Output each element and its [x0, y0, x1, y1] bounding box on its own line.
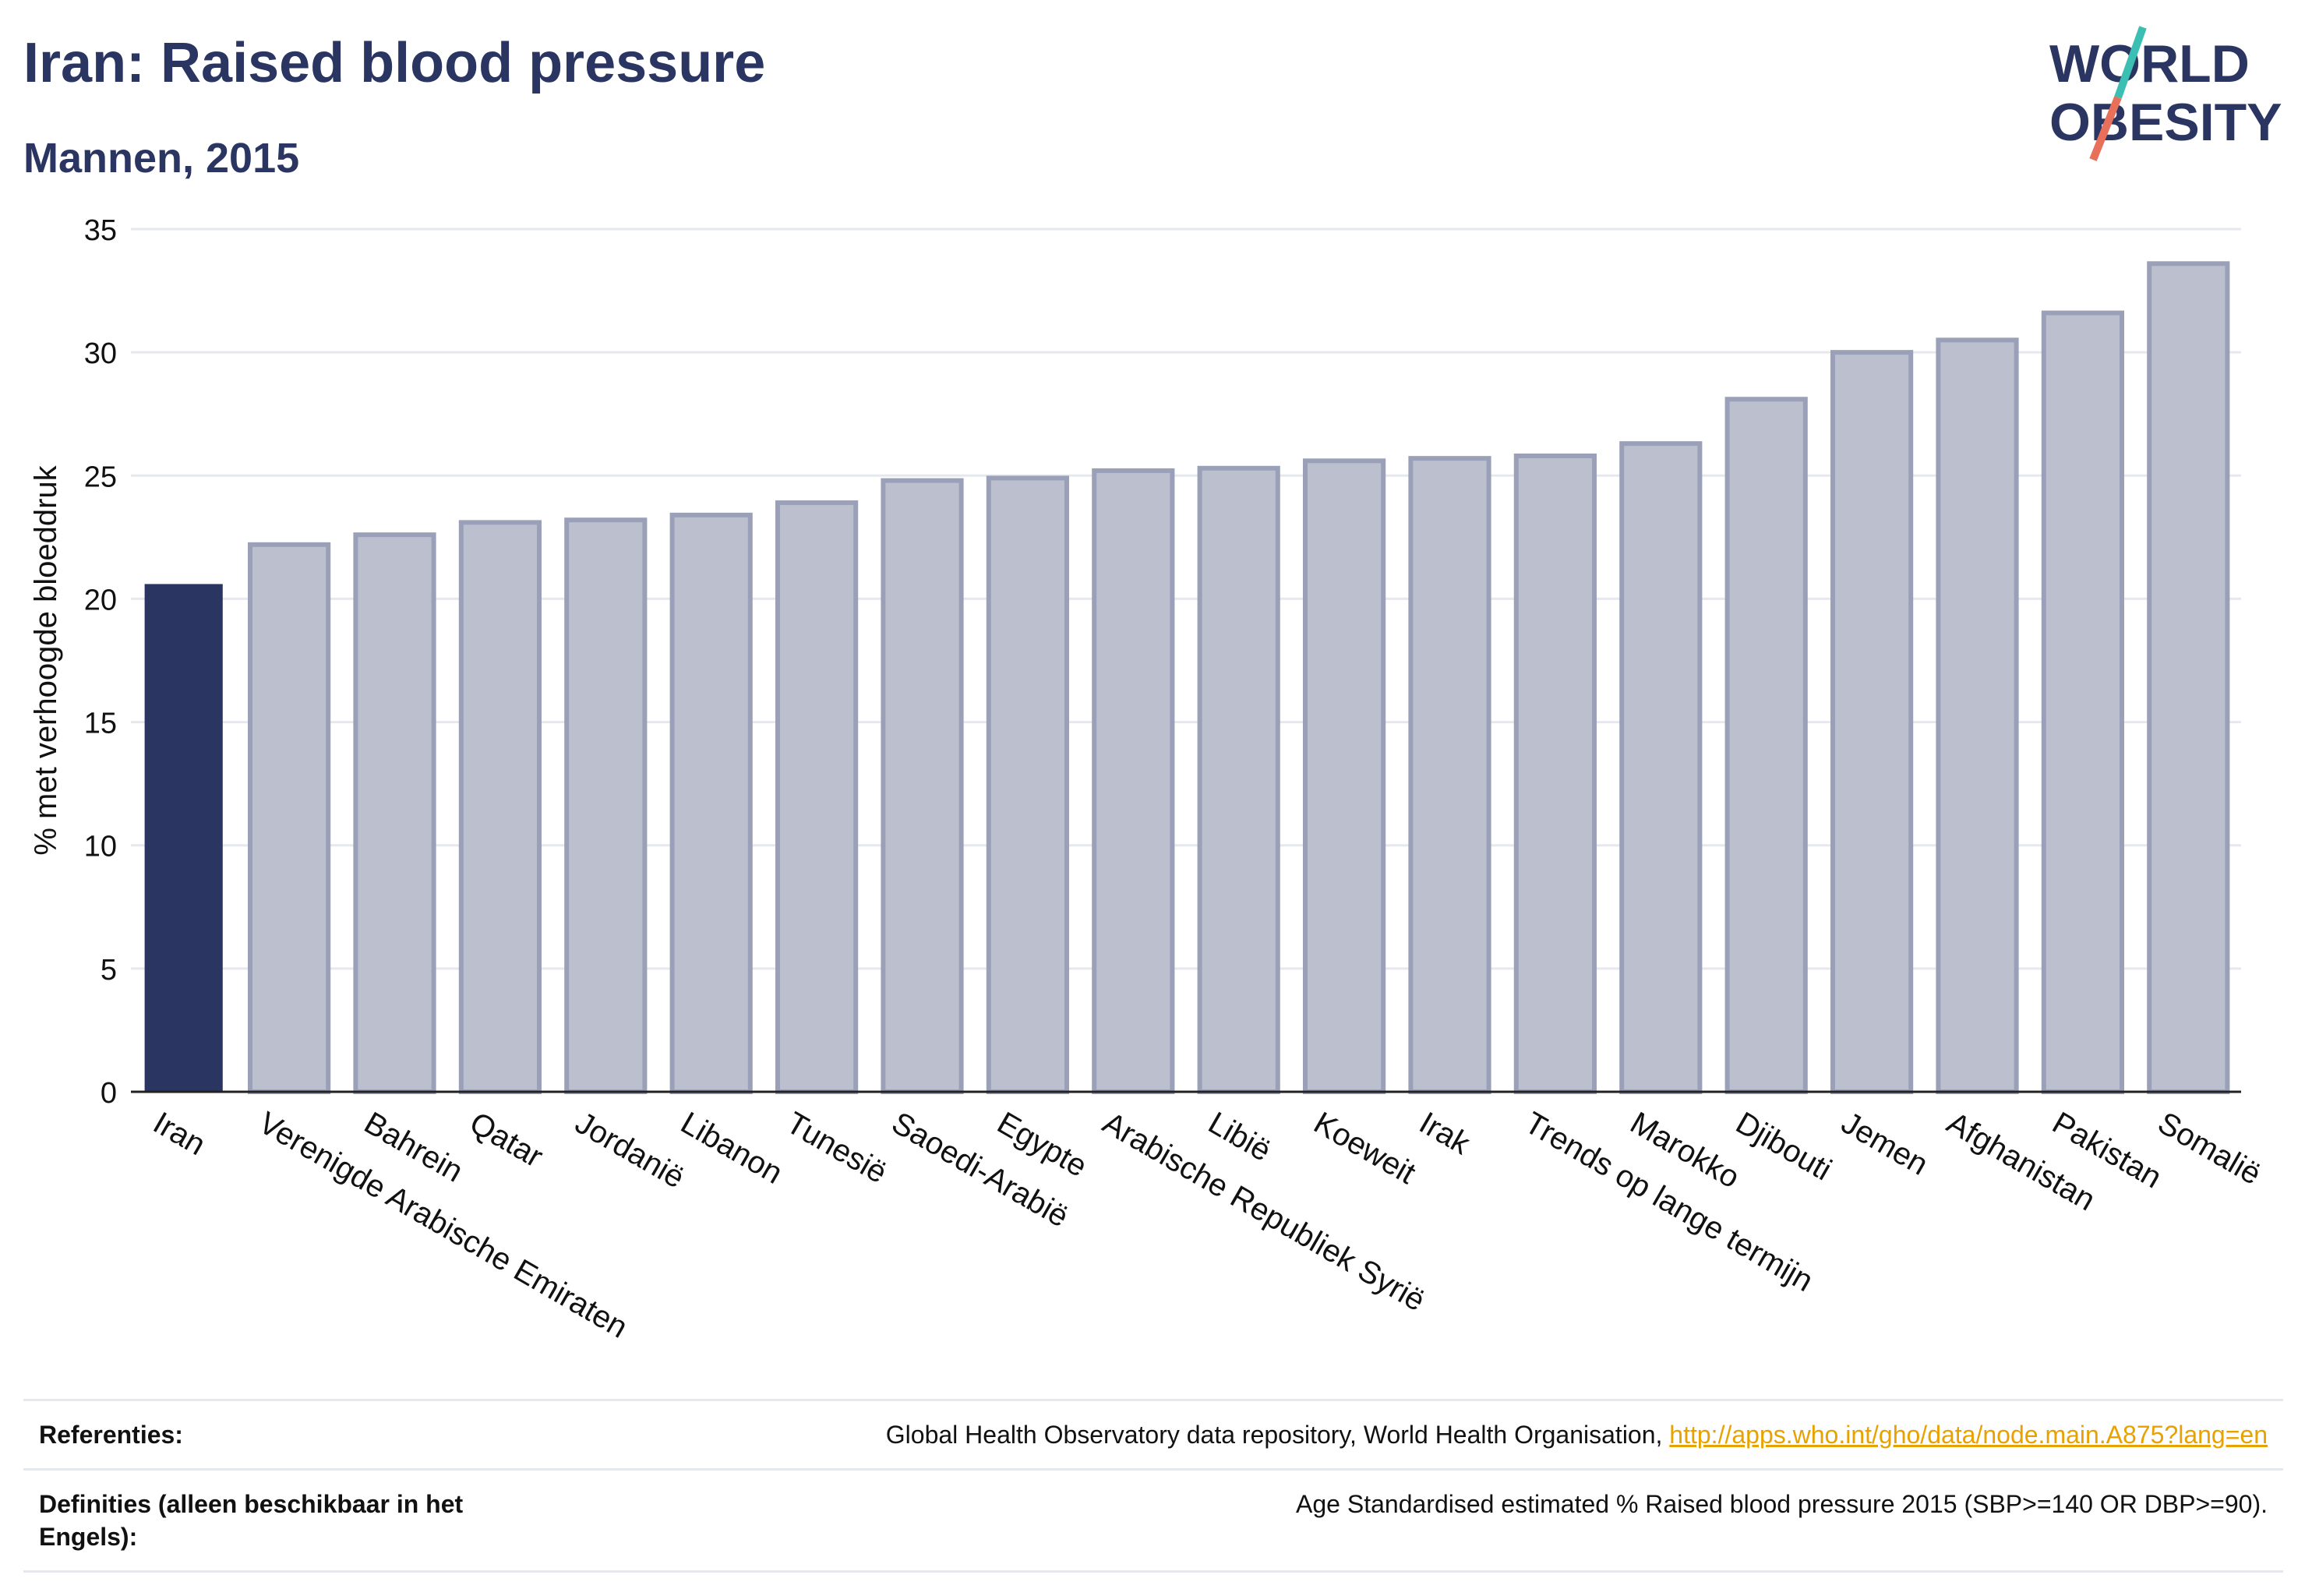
x-tick-label: Djibouti [1730, 1106, 1837, 1188]
bar-2 [353, 532, 436, 1094]
bar-18 [2041, 310, 2124, 1094]
bar-7 [881, 478, 964, 1094]
bar-17 [1936, 337, 2019, 1095]
logo-word-obesity: OBESITY [2049, 93, 2282, 152]
references-text: Global Health Observatory data repositor… [885, 1421, 1670, 1449]
bar-13 [1513, 453, 1597, 1094]
x-tick-label: Koeweit [1308, 1106, 1421, 1191]
references-row: Referenties: Global Health Observatory d… [23, 1399, 2283, 1468]
bar-11 [1303, 458, 1386, 1094]
y-tick-label: 0 [101, 1077, 117, 1110]
bar-chart: 0 5 10 15 20 25 30 35 Iran Verenigde Arabische E… [29, 214, 2267, 1345]
x-tick-label: Saoedi-Arabië [886, 1106, 1075, 1234]
bar-5 [669, 512, 753, 1094]
x-tick-label: Iran [147, 1106, 211, 1163]
y-tick-label: 25 [84, 461, 117, 493]
chart-title: Iran: Raised blood pressure [23, 32, 766, 94]
bar-3 [458, 520, 542, 1094]
x-tick-label: Qatar [464, 1106, 549, 1174]
y-tick-label: 5 [101, 954, 117, 987]
footer-table: Referenties: Global Health Observatory d… [23, 1399, 2283, 1573]
bar-1 [248, 542, 331, 1094]
bar-0 [144, 584, 223, 1092]
bar-15 [1724, 397, 1808, 1094]
x-tick-label: Irak [1414, 1106, 1477, 1162]
definitions-value: Age Standardised estimated % Raised bloo… [1296, 1490, 2268, 1518]
definitions-row: Definities (alleen beschikbaar in het En… [23, 1468, 2283, 1573]
logo-slash-teal [2114, 26, 2147, 99]
x-tick-label: Libië [1202, 1106, 1276, 1168]
y-axis-label: % met verhoogde bloeddruk [29, 464, 63, 855]
bar-12 [1408, 456, 1491, 1094]
y-tick-label: 15 [84, 708, 117, 740]
grid-lines [131, 228, 2241, 970]
bar-8 [986, 475, 1069, 1094]
x-tick-label: Somalië [2152, 1106, 2267, 1192]
x-tick-label: Verenigde Arabische Emiraten [253, 1106, 634, 1345]
bar-10 [1197, 465, 1280, 1094]
bar-4 [564, 517, 648, 1094]
logo-word-world: WORLD [2049, 34, 2250, 94]
x-tick-label: Jemen [1836, 1106, 1934, 1182]
y-tick-label: 20 [84, 584, 117, 616]
logo-slash-red [2089, 96, 2122, 161]
bar-16 [1830, 350, 1914, 1094]
world-obesity-logo: WORLD OBESITY [2049, 26, 2282, 161]
x-tick-label: Jordanië [570, 1106, 690, 1195]
bars [144, 261, 2230, 1095]
bar-19 [2147, 261, 2230, 1094]
references-link[interactable]: http://apps.who.int/gho/data/node.main.A… [1669, 1421, 2268, 1449]
chart-subtitle: Mannen, 2015 [23, 135, 300, 182]
definitions-label: Definities (alleen beschikbaar in het En… [39, 1490, 464, 1551]
y-tick-label: 10 [84, 831, 117, 863]
bar-9 [1092, 468, 1175, 1094]
x-tick-label: Libanon [675, 1106, 788, 1191]
x-tick-label: Tunesië [781, 1106, 893, 1191]
bar-6 [775, 500, 859, 1094]
references-label: Referenties: [39, 1421, 183, 1449]
y-tick-label: 35 [84, 214, 117, 247]
references-value: Global Health Observatory data repositor… [886, 1418, 2268, 1451]
y-tick-label: 30 [84, 337, 117, 370]
y-axis-ticks: 0 5 10 15 20 25 30 35 [84, 214, 117, 1110]
bar-14 [1619, 441, 1703, 1094]
x-axis-ticks: Iran Verenigde Arabische EmiratenBahreinQ… [147, 1106, 2267, 1345]
